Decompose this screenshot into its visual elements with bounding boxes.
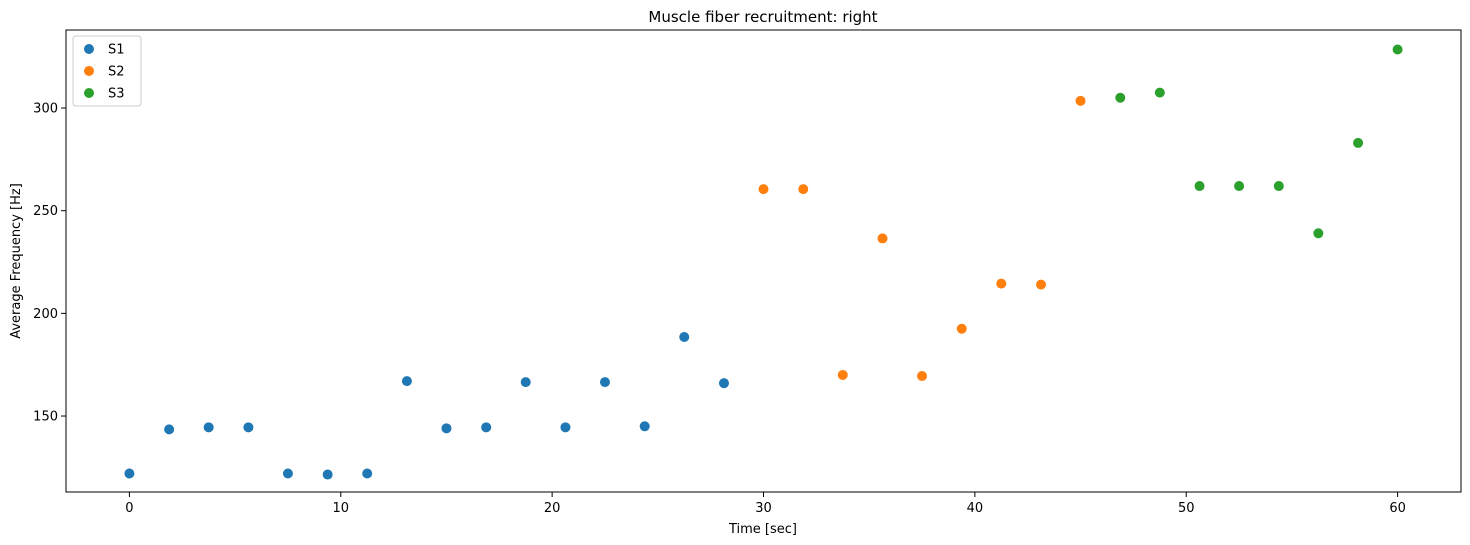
y-axis-label: Average Frequency [Hz] (9, 183, 24, 339)
data-point-s2 (798, 184, 809, 195)
x-tick-label: 60 (1389, 501, 1406, 516)
data-point-s1 (599, 377, 610, 388)
data-point-s1 (362, 468, 373, 479)
data-point-s3 (1353, 137, 1364, 148)
data-point-s1 (718, 378, 729, 389)
data-point-s1 (203, 422, 214, 433)
data-point-s3 (1234, 181, 1245, 192)
data-point-s1 (243, 422, 254, 433)
y-tick-label: 150 (33, 410, 58, 425)
data-point-s3 (1273, 181, 1284, 192)
y-axis: 150 200 250 300 (33, 102, 66, 425)
x-axis: 0 10 20 30 40 50 60 (125, 492, 1406, 516)
data-point-s2 (758, 184, 769, 195)
data-point-s1 (520, 377, 531, 388)
x-tick-label: 10 (332, 501, 349, 516)
data-point-s1 (164, 424, 175, 435)
x-axis-label: Time [sec] (728, 522, 797, 537)
data-point-s2 (1036, 279, 1047, 290)
data-point-s2 (956, 323, 967, 334)
plot-area (65, 29, 1462, 493)
y-tick-label: 300 (33, 102, 58, 117)
chart-title: Muscle fiber recruitment: right (648, 8, 877, 26)
data-point-s2 (837, 369, 848, 380)
y-tick-label: 250 (33, 204, 58, 219)
x-tick-label: 0 (125, 501, 133, 516)
legend-label: S1 (108, 43, 125, 58)
data-point-s3 (1392, 44, 1403, 55)
x-tick-label: 30 (755, 501, 772, 516)
legend-marker (84, 66, 94, 76)
data-point-s1 (401, 376, 412, 387)
x-tick-label: 40 (967, 501, 984, 516)
data-point-s3 (1115, 92, 1126, 103)
y-tick-label: 200 (33, 307, 58, 322)
legend-frame (72, 35, 142, 107)
legend-marker (84, 44, 94, 54)
data-point-s3 (1194, 181, 1205, 192)
legend-marker (84, 88, 94, 98)
data-point-s2 (996, 278, 1007, 289)
x-tick-label: 50 (1178, 501, 1195, 516)
legend-label: S2 (108, 65, 125, 80)
data-point-s1 (560, 422, 571, 433)
data-points (124, 44, 1403, 480)
data-point-s1 (282, 468, 293, 479)
data-point-s1 (441, 423, 452, 434)
data-point-s1 (639, 421, 650, 432)
data-point-s2 (917, 370, 928, 381)
data-point-s1 (481, 422, 492, 433)
data-point-s1 (679, 331, 690, 342)
data-point-s1 (322, 469, 333, 480)
data-point-s2 (1075, 95, 1086, 106)
x-tick-label: 20 (544, 501, 561, 516)
data-point-s2 (877, 233, 888, 244)
legend-label: S3 (108, 87, 125, 102)
data-point-s3 (1154, 87, 1165, 98)
data-point-s3 (1313, 228, 1324, 239)
legend: S1 S2 S3 (72, 35, 142, 107)
data-point-s1 (124, 468, 135, 479)
